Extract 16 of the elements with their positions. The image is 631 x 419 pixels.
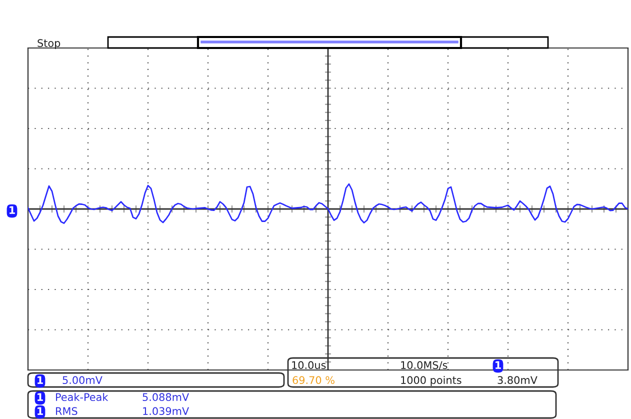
text: 1 [38,393,43,401]
text: 3.80mV [498,376,538,384]
text: RMS [56,407,78,416]
text: 1 [38,376,43,384]
text: Peak-Peak [56,392,108,402]
text: 1 [38,407,43,415]
text: 1 [10,206,15,214]
text: 69.70 % [292,376,334,384]
text: 1 [496,361,501,369]
text: 1000 points [401,376,462,386]
text: Stop [38,39,60,50]
text: 10.0us [292,361,326,370]
text: 5.088mV [142,393,190,402]
text: 10.0MS/s [401,361,448,370]
text: 1.039mV [143,407,190,416]
text: 5.00mV [62,376,102,384]
